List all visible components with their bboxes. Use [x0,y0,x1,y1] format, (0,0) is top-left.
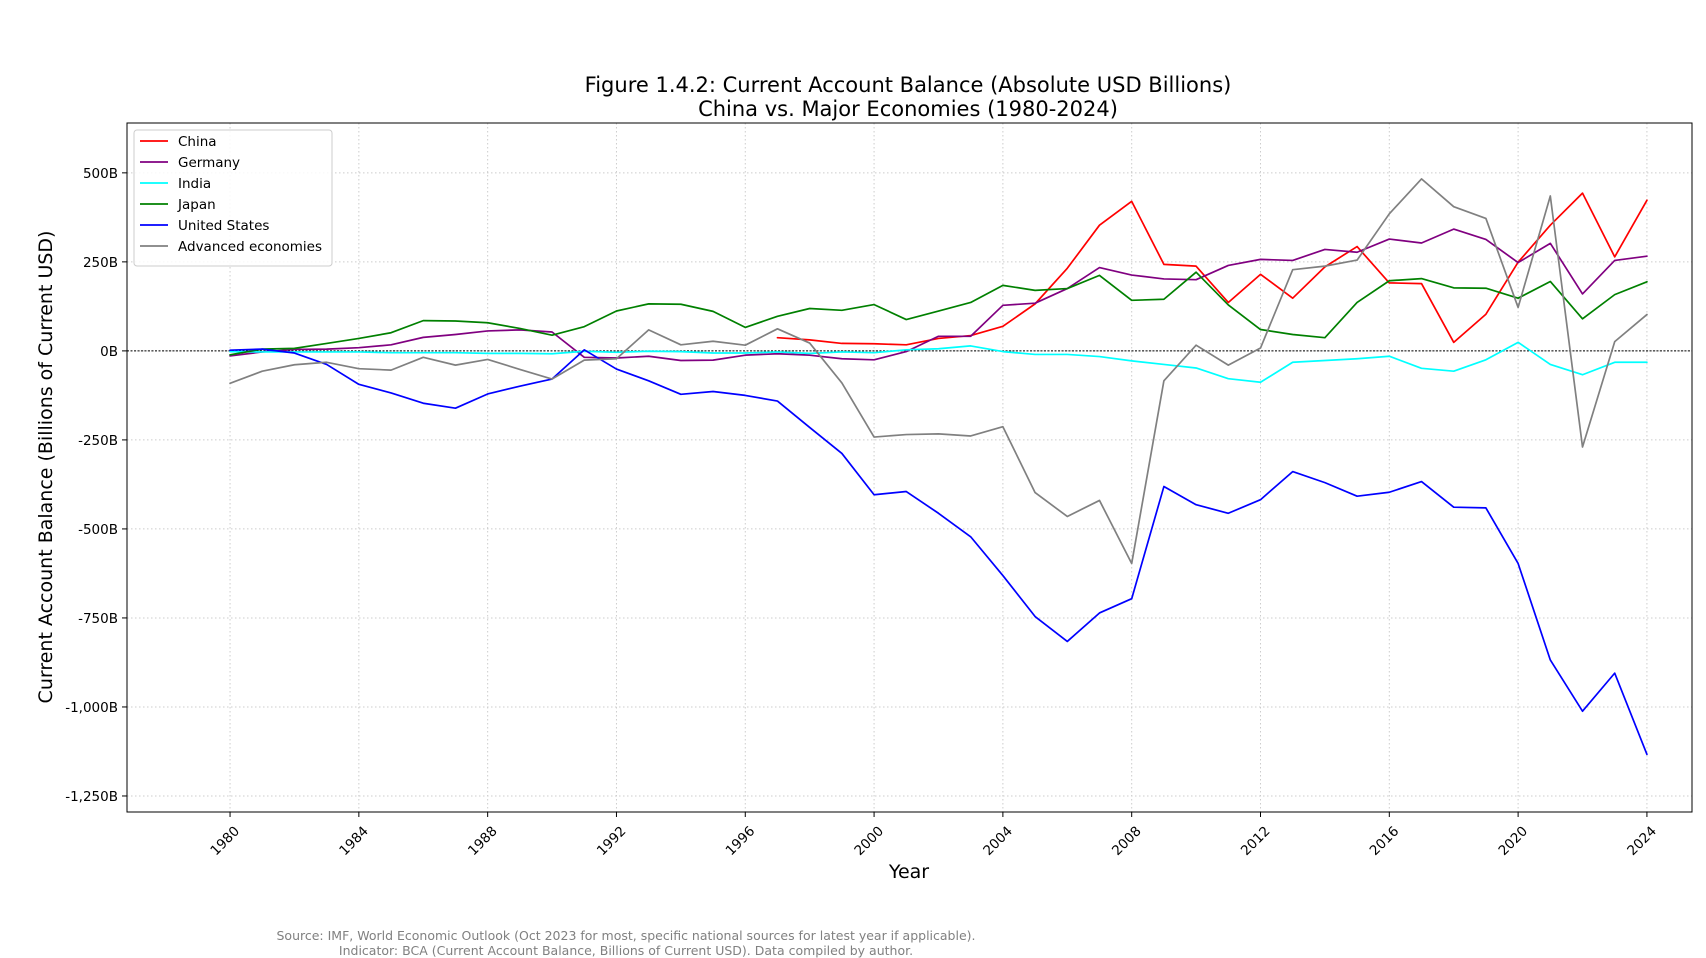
y-tick-label: -1,250B [65,789,118,805]
y-tick-label: 250B [83,255,118,271]
plot-frame [126,122,1693,813]
legend-label-china: China [178,134,217,150]
y-tick-label: -500B [78,522,118,538]
legend-label-japan: Japan [177,197,216,213]
legend: China Germany India Japan United States Advan… [133,129,333,267]
legend-box [133,129,333,267]
x-axis-label: Year [888,861,929,883]
series-line-china [776,192,1648,346]
series-line-japan [229,271,1648,356]
y-ticks: 500B 250B 0B -250B -500B -750B -1,000B -1,250B [65,166,127,805]
legend-label-united-states: United States [178,218,269,234]
legend-label-advanced-economies: Advanced economies [178,239,322,255]
source-line-2: Indicator: BCA (Current Account Balance,… [339,943,913,958]
series-line-united-states [229,348,1648,756]
y-tick-label: 500B [83,166,118,182]
legend-label-india: India [178,176,211,192]
y-tick-label: -1,000B [65,700,118,716]
y-tick-label: -750B [78,611,118,627]
series-line-india [229,341,1648,384]
source-line-1: Source: IMF, World Economic Outlook (Oct… [276,928,975,943]
series-line-germany [229,228,1648,362]
series-line-advanced-economies [229,178,1648,565]
series-layer [229,178,1648,756]
chart-title-line2: China vs. Major Economies (1980-2024) [698,97,1118,121]
legend-label-germany: Germany [178,155,240,171]
y-tick-label: 0B [100,344,118,360]
y-tick-label: -250B [78,433,118,449]
chart-title-line1: Figure 1.4.2: Current Account Balance (A… [585,73,1232,97]
y-axis-label: Current Account Balance (Billions of Cur… [35,231,57,704]
